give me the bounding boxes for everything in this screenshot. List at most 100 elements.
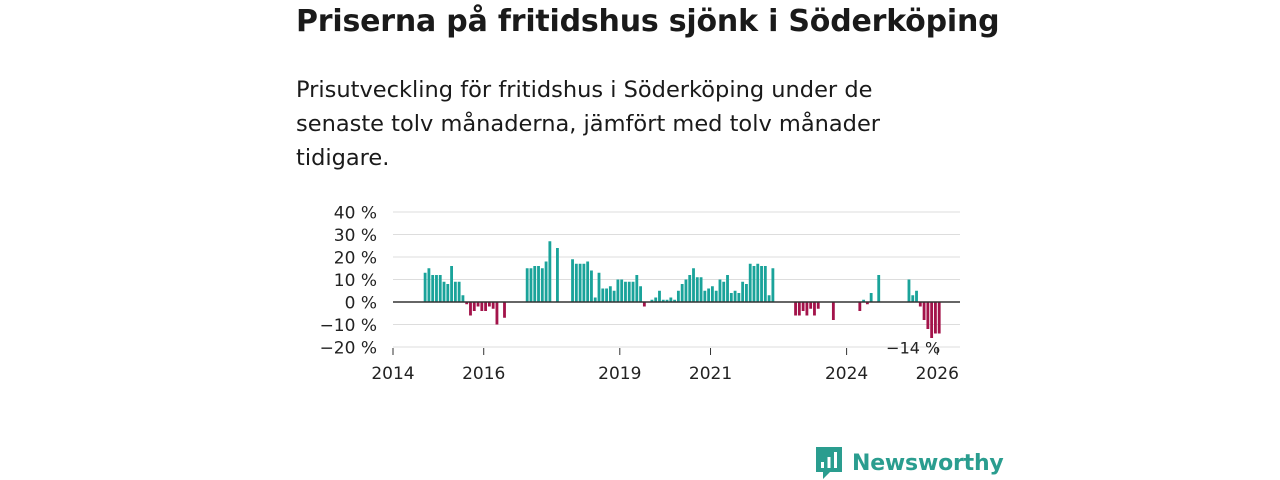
bar (453, 281, 457, 302)
bar (442, 281, 446, 302)
bar (631, 281, 635, 302)
brand-name: Newsworthy (852, 450, 1004, 476)
bar (537, 266, 540, 302)
bar (578, 263, 582, 302)
bar (767, 295, 771, 302)
bar (934, 302, 937, 334)
bar (574, 263, 578, 302)
bar (491, 302, 495, 309)
bar (654, 297, 658, 302)
bar (726, 275, 729, 302)
bar (469, 302, 472, 316)
y-tick-label: −10 % (320, 316, 377, 336)
bar (544, 261, 548, 302)
bar (548, 241, 552, 302)
bar (639, 286, 642, 302)
bar (590, 270, 593, 302)
bar (620, 279, 624, 302)
bar (661, 299, 665, 302)
bar (586, 261, 590, 302)
bar (635, 275, 639, 302)
bar (801, 302, 805, 311)
bar (858, 302, 862, 311)
bar (752, 266, 756, 302)
x-tick-label: 2026 (916, 364, 959, 384)
bar (756, 263, 760, 302)
bar (816, 302, 820, 309)
bar (877, 275, 881, 302)
axes (392, 301, 960, 355)
bar (926, 302, 930, 329)
bar (714, 290, 718, 302)
bar (722, 281, 726, 302)
gridlines (393, 211, 960, 348)
bar (529, 268, 533, 302)
bar (431, 275, 435, 302)
bar (582, 263, 586, 302)
x-tick-label: 2021 (689, 364, 732, 384)
bar (737, 293, 741, 302)
bar (446, 284, 450, 302)
bar (831, 302, 835, 320)
bar (937, 302, 941, 334)
bar (487, 302, 491, 307)
tick-labels: 40 %30 % 20 %10 % 0 %−10 % −20 % 2014 2016 201… (320, 204, 959, 385)
bar (438, 275, 442, 302)
bar (571, 259, 574, 302)
chart-title: Priserna på fritidshus sjönk i Söderköpi… (296, 4, 1000, 39)
y-tick-label: 20 % (334, 249, 377, 269)
bar (476, 302, 480, 307)
bar (862, 299, 866, 302)
bar (703, 290, 707, 302)
bar (525, 268, 529, 302)
bar (627, 281, 631, 302)
bar (503, 302, 506, 318)
bar (465, 302, 469, 305)
bar (865, 302, 869, 305)
bar (733, 290, 737, 302)
bar (794, 302, 797, 316)
bar (427, 268, 431, 302)
bar (930, 302, 934, 338)
bar (624, 281, 627, 302)
bar (533, 266, 537, 302)
bar (771, 268, 775, 302)
bar (556, 248, 559, 302)
bar (665, 299, 669, 302)
bar (612, 290, 616, 302)
bar (472, 302, 476, 311)
bar (684, 279, 688, 302)
bar (435, 275, 438, 302)
bar (805, 302, 809, 316)
bar (922, 302, 926, 320)
x-tick-label: 2016 (462, 364, 505, 384)
newsworthy-logo[interactable]: Newsworthy (816, 447, 1004, 479)
last-value-label: −14 % (886, 339, 940, 358)
y-tick-label: 0 % (345, 294, 377, 314)
bar (608, 286, 612, 302)
y-tick-label: 10 % (334, 271, 377, 291)
bar (495, 302, 499, 325)
bar (915, 290, 918, 302)
bar (605, 288, 608, 302)
bar (707, 288, 711, 302)
bar (797, 302, 801, 316)
bar (450, 266, 453, 302)
bar (729, 293, 733, 302)
bar (695, 277, 699, 302)
bar (601, 288, 605, 302)
bar (673, 299, 677, 302)
bar (699, 277, 703, 302)
bar (658, 290, 661, 302)
bar (680, 284, 684, 302)
bar (741, 281, 745, 302)
bar (461, 295, 465, 302)
bar (813, 302, 816, 316)
bar (457, 281, 461, 302)
bar (809, 302, 813, 309)
y-tick-label: 30 % (334, 226, 377, 246)
chart-logo-icon (816, 447, 842, 479)
bar (918, 302, 922, 307)
bar (669, 297, 673, 302)
bar (642, 302, 646, 307)
